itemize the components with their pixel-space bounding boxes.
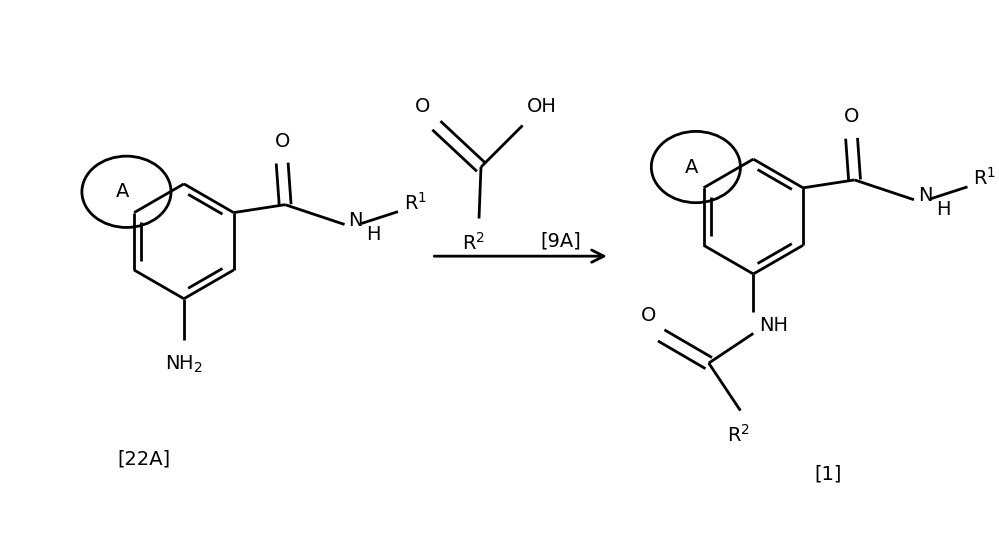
Text: N: N	[918, 186, 932, 205]
Text: O: O	[640, 306, 656, 325]
Text: [22A]: [22A]	[118, 450, 171, 468]
Text: H: H	[367, 225, 381, 244]
Text: [1]: [1]	[814, 465, 841, 484]
Text: NH$_2$: NH$_2$	[165, 353, 203, 375]
Text: R$^2$: R$^2$	[462, 232, 485, 253]
Text: A: A	[685, 158, 698, 176]
Text: O: O	[275, 132, 290, 151]
Text: R$^2$: R$^2$	[727, 424, 750, 446]
Text: R$^1$: R$^1$	[404, 192, 428, 213]
Text: R$^1$: R$^1$	[973, 167, 997, 189]
Text: O: O	[415, 97, 431, 116]
Text: H: H	[936, 200, 950, 219]
Text: [9A]: [9A]	[540, 232, 581, 251]
Text: O: O	[844, 108, 859, 127]
Text: A: A	[116, 182, 129, 201]
Text: NH: NH	[759, 316, 788, 335]
Text: OH: OH	[526, 97, 556, 116]
Text: N: N	[349, 211, 363, 230]
